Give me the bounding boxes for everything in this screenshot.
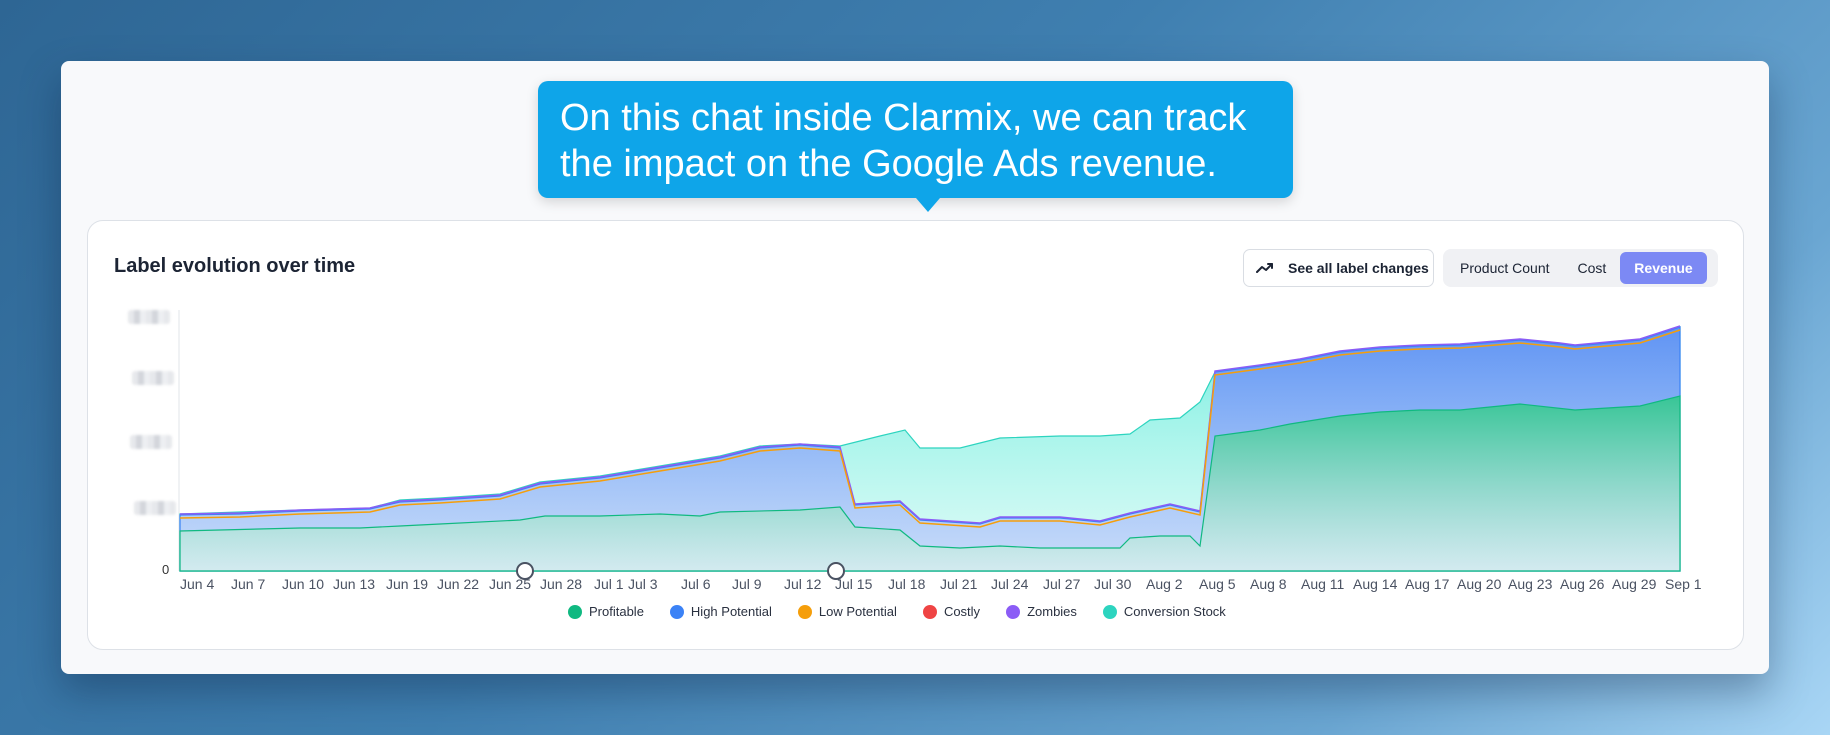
legend-dot — [1006, 604, 1021, 619]
tooltip-line-1: On this chat inside Clarmix, we can trac… — [560, 97, 1247, 139]
y-axis-label-blurred — [130, 435, 172, 449]
y-axis-label-blurred — [128, 310, 170, 324]
trending-up-icon — [1256, 263, 1273, 273]
x-tick-label: Aug 14 — [1353, 576, 1398, 592]
x-tick-label: Jul 24 — [991, 576, 1029, 592]
x-tick-label: Sep 1 — [1665, 576, 1702, 592]
legend-dot — [1102, 604, 1117, 619]
see-all-label-changes-button[interactable]: See all label changes — [1243, 249, 1434, 287]
tour-tooltip: On this chat inside Clarmix, we can trac… — [538, 81, 1293, 212]
x-tick-label: Aug 8 — [1250, 576, 1287, 592]
legend-label: Low Potential — [818, 604, 897, 619]
legend-label: Costly — [943, 604, 981, 619]
x-tick-label: Jul 30 — [1094, 576, 1132, 592]
legend-item-costly[interactable]: Costly — [922, 604, 981, 619]
see-all-label: See all label changes — [1288, 260, 1429, 276]
x-tick-label: Jul 12 — [784, 576, 822, 592]
metric-toggle: Product Count Cost Revenue — [1443, 249, 1718, 287]
x-tick-label: Jul 1 — [594, 576, 624, 592]
x-tick-label: Jul 3 — [628, 576, 658, 592]
x-tick-label: Jun 25 — [489, 576, 532, 592]
legend-label: Profitable — [589, 604, 644, 619]
legend-item-high-potential[interactable]: High Potential — [669, 604, 772, 619]
x-tick-label: Aug 17 — [1405, 576, 1450, 592]
legend-label: Conversion Stock — [1123, 604, 1226, 619]
x-tick-label: Jun 22 — [437, 576, 480, 592]
x-tick-label: Jun 13 — [333, 576, 376, 592]
metric-cost[interactable]: Cost — [1564, 252, 1621, 284]
x-tick-label: Jun 19 — [386, 576, 429, 592]
x-tick-label: Jun 10 — [282, 576, 325, 592]
legend-label: High Potential — [690, 604, 772, 619]
x-tick-label: Aug 26 — [1560, 576, 1605, 592]
legend-item-low-potential[interactable]: Low Potential — [797, 604, 897, 619]
y-tick-zero: 0 — [162, 562, 170, 577]
legend-dot — [669, 604, 684, 619]
x-tick-label: Jul 15 — [835, 576, 873, 592]
x-tick-label: Aug 5 — [1199, 576, 1236, 592]
tooltip-arrow — [916, 198, 940, 212]
x-tick-label: Jun 4 — [180, 576, 215, 592]
x-tick-label: Aug 23 — [1508, 576, 1553, 592]
legend-item-profitable[interactable]: Profitable — [568, 604, 644, 619]
x-tick-label: Aug 11 — [1301, 576, 1345, 592]
x-tick-label: Jul 18 — [888, 576, 926, 592]
legend-item-conversion-stock[interactable]: Conversion Stock — [1102, 604, 1226, 619]
y-axis-label-blurred — [134, 501, 176, 515]
x-tick-label: Aug 29 — [1612, 576, 1657, 592]
legend-dot — [568, 604, 582, 619]
legend-dot — [922, 604, 937, 619]
x-tick-label: Jul 27 — [1043, 576, 1081, 592]
chart-legend: Profitable High Potential Low Potential … — [568, 604, 1226, 619]
legend-label: Zombies — [1027, 604, 1077, 619]
legend-dot — [797, 604, 812, 619]
x-tick-label: Jun 7 — [231, 576, 266, 592]
tooltip-line-2: the impact on the Google Ads revenue. — [560, 143, 1217, 185]
label-change-marker[interactable] — [827, 562, 845, 580]
x-tick-label: Aug 2 — [1146, 576, 1183, 592]
card-title: Label evolution over time — [114, 255, 356, 277]
y-axis-label-blurred — [132, 371, 174, 385]
profitable-area — [179, 395, 1681, 572]
x-tick-label: Aug 20 — [1457, 576, 1502, 592]
low-potential-line — [179, 329, 1681, 528]
x-tick-label: Jul 21 — [940, 576, 978, 592]
label-change-marker[interactable] — [516, 562, 534, 580]
legend-item-zombies[interactable]: Zombies — [1006, 604, 1077, 619]
zombies-line — [179, 325, 1681, 524]
x-tick-label: Jun 28 — [540, 576, 583, 592]
x-tick-label: Jul 6 — [681, 576, 711, 592]
metric-revenue[interactable]: Revenue — [1620, 252, 1707, 284]
metric-product-count[interactable]: Product Count — [1446, 252, 1564, 284]
x-tick-label: Jul 9 — [732, 576, 762, 592]
